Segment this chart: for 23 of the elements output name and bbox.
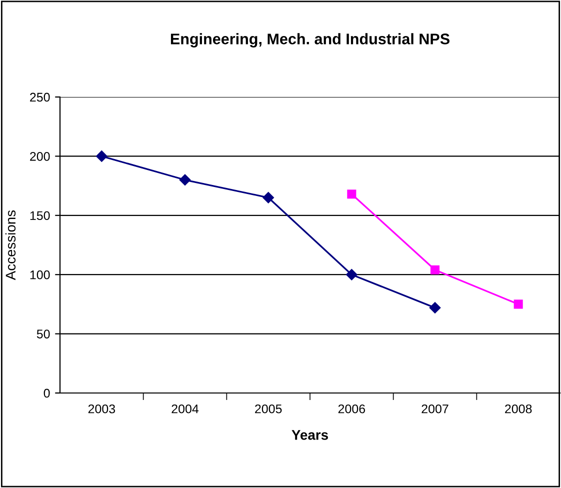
point (262, 192, 274, 204)
y-tick-label: 200 (30, 152, 50, 161)
point (96, 150, 108, 162)
point (514, 300, 523, 309)
point (347, 190, 356, 199)
chart-title: Engineering, Mech. and Industrial NPS (170, 33, 450, 48)
y-tick-label: 0 (44, 388, 50, 398)
y-axis-title: Accessions (5, 210, 16, 280)
x-tick-label: 2006 (338, 404, 366, 414)
point (430, 265, 440, 274)
x-tick-label: 2007 (422, 404, 448, 414)
y-tick-label: 250 (30, 92, 50, 102)
y-tick-label: 100 (30, 270, 50, 280)
x-tick-label: 2004 (172, 404, 199, 414)
y-tick-label: 150 (30, 211, 50, 220)
point (346, 268, 358, 280)
y-tick-label: 50 (36, 330, 50, 338)
point (179, 174, 191, 186)
x-tick-label: 2005 (255, 404, 282, 414)
x-axis-title: Years (292, 430, 328, 440)
point (429, 302, 441, 314)
x-tick-label: 2008 (505, 404, 532, 414)
x-tick-label: 2003 (88, 404, 116, 414)
